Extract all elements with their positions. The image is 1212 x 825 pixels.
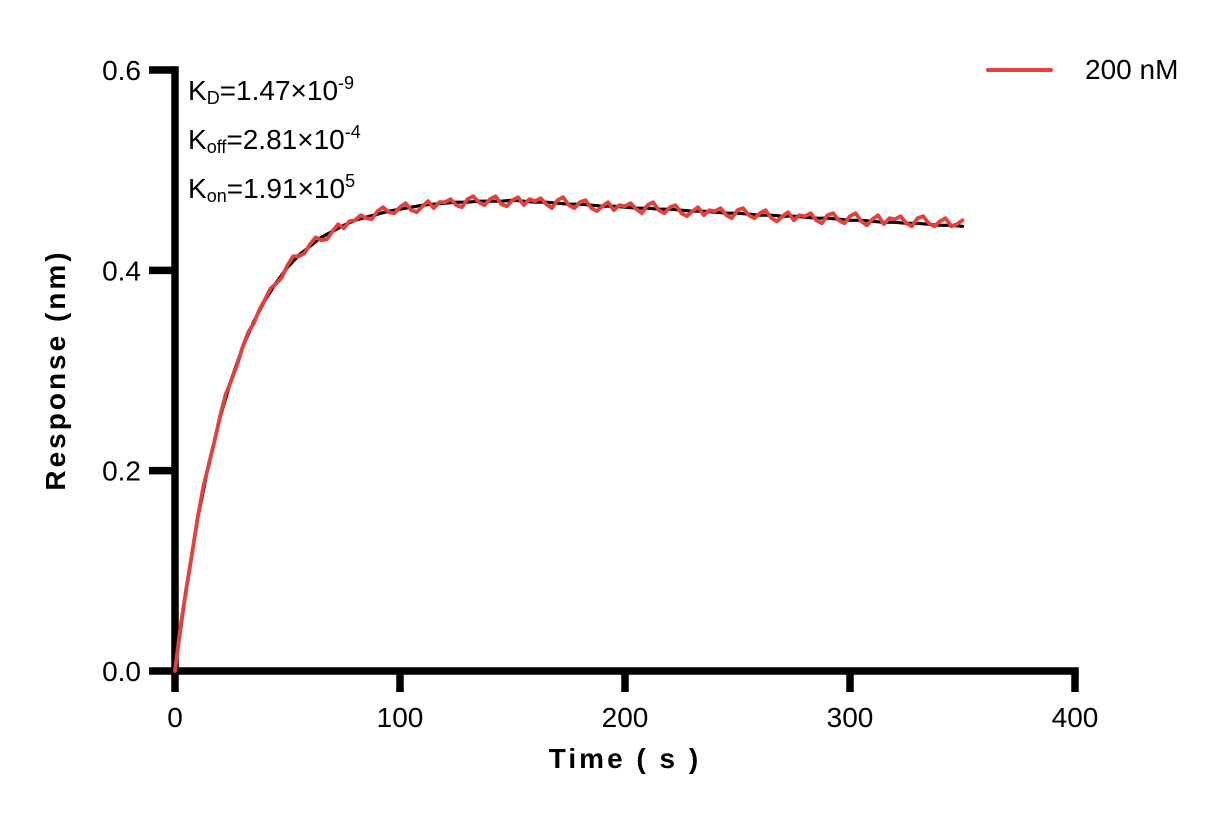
kon-value: =1.91×10 xyxy=(226,173,346,204)
kinetics-annotation: KD=1.47×10-9 Koff=2.81×10-4 Kon=1.91×105 xyxy=(188,68,361,215)
koff-base: K xyxy=(188,124,207,155)
series-line-200-nM xyxy=(173,194,965,673)
kon-exponent: 5 xyxy=(345,171,356,191)
koff-subscript: off xyxy=(206,137,227,157)
x-tick-label: 100 xyxy=(377,702,424,733)
legend-swatch xyxy=(986,68,1053,72)
koff-exponent: -4 xyxy=(344,122,361,142)
x-axis-title: Time ( s ) xyxy=(548,743,702,774)
kon-base: K xyxy=(188,173,207,204)
y-tick-label: 0.0 xyxy=(102,656,141,687)
x-tick-label: 400 xyxy=(1052,702,1099,733)
kd-exponent: -9 xyxy=(338,73,355,93)
x-tick-label: 0 xyxy=(167,702,183,733)
koff-line: Koff=2.81×10-4 xyxy=(188,117,361,166)
koff-value: =2.81×10 xyxy=(226,124,345,155)
x-tick-label: 300 xyxy=(827,702,874,733)
y-tick-label: 0.4 xyxy=(102,255,141,286)
y-tick-label: 0.2 xyxy=(102,456,141,487)
legend-label: 200 nM xyxy=(1085,54,1179,85)
kd-base: K xyxy=(188,75,207,106)
legend: 200 nM xyxy=(986,52,1178,88)
kd-subscript: D xyxy=(206,88,220,108)
kd-value: =1.47×10 xyxy=(219,75,339,106)
y-axis-title: Response (nm) xyxy=(40,249,71,491)
kd-line: KD=1.47×10-9 xyxy=(188,68,361,117)
kon-subscript: on xyxy=(206,186,227,206)
y-tick-label: 0.6 xyxy=(102,55,141,86)
x-tick-label: 200 xyxy=(602,702,649,733)
kon-line: Kon=1.91×105 xyxy=(188,166,361,215)
series-line-fit xyxy=(173,198,965,673)
